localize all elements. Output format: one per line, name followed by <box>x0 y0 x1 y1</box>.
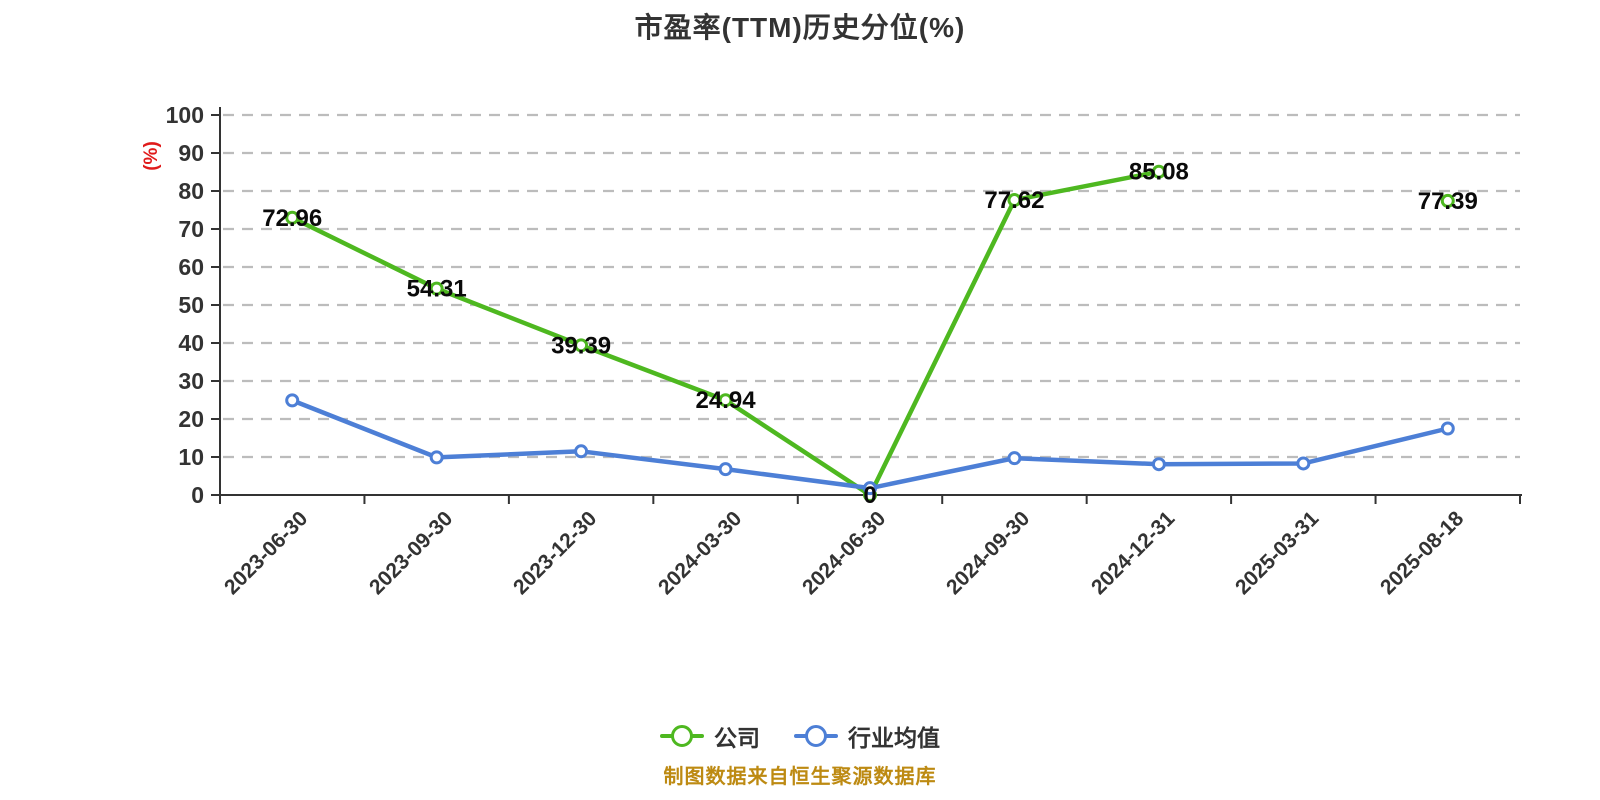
data-label: 24.94 <box>696 387 757 414</box>
data-point-1[interactable] <box>1296 456 1311 471</box>
data-label: 39.39 <box>551 332 611 359</box>
legend-marker-icon <box>794 723 838 749</box>
data-point-0[interactable] <box>1151 164 1166 179</box>
legend-label: 行业均值 <box>848 725 940 751</box>
y-axis-label: 20 <box>178 406 204 432</box>
data-point-1[interactable] <box>1151 457 1166 472</box>
legend-label: 公司 <box>714 725 760 751</box>
data-point-1[interactable] <box>863 481 877 496</box>
data-point-1[interactable] <box>574 444 589 459</box>
data-label: 77.39 <box>1418 188 1478 215</box>
y-axis-label: 50 <box>178 292 204 318</box>
series-line-1[interactable] <box>289 398 1451 491</box>
data-point-0[interactable] <box>429 281 444 296</box>
data-point-1[interactable] <box>718 462 733 477</box>
y-axis-label: 10 <box>178 444 204 470</box>
y-axis-label: 60 <box>178 254 204 280</box>
legend-item-0[interactable]: 公司 <box>660 719 760 753</box>
chart-legend: 公司 行业均值 <box>0 716 1600 756</box>
data-point-0[interactable] <box>718 393 733 408</box>
data-point-0[interactable] <box>574 338 589 353</box>
y-axis-label: 100 <box>165 102 204 128</box>
y-axis-label: 80 <box>178 178 204 204</box>
legend-marker-icon <box>660 723 704 749</box>
y-axis-label: 30 <box>178 368 204 394</box>
data-point-1[interactable] <box>285 393 300 408</box>
data-point-1[interactable] <box>1007 451 1022 466</box>
y-axis-label: 0 <box>191 482 204 508</box>
data-point-1[interactable] <box>429 450 444 465</box>
y-axis-label: 90 <box>178 140 204 166</box>
data-label: 77.62 <box>984 187 1044 214</box>
data-source-note: 制图数据来自恒生聚源数据库 <box>663 766 937 788</box>
legend-item-1[interactable]: 行业均值 <box>794 719 940 753</box>
series-line-0[interactable] <box>289 169 1162 498</box>
data-point-0[interactable] <box>1007 193 1022 208</box>
data-label: 0 <box>863 482 876 509</box>
y-axis-label: 40 <box>178 330 204 356</box>
data-point-0[interactable] <box>285 210 300 225</box>
data-label: 85.08 <box>1129 159 1189 186</box>
chart-title: 市盈率(TTM)历史分位(%) <box>634 12 966 43</box>
data-point-1[interactable] <box>1440 421 1455 436</box>
y-axis-label: 70 <box>178 216 204 242</box>
data-point-0[interactable] <box>1440 193 1455 208</box>
data-label: 54.31 <box>407 276 467 303</box>
data-label: 72.96 <box>262 205 322 232</box>
